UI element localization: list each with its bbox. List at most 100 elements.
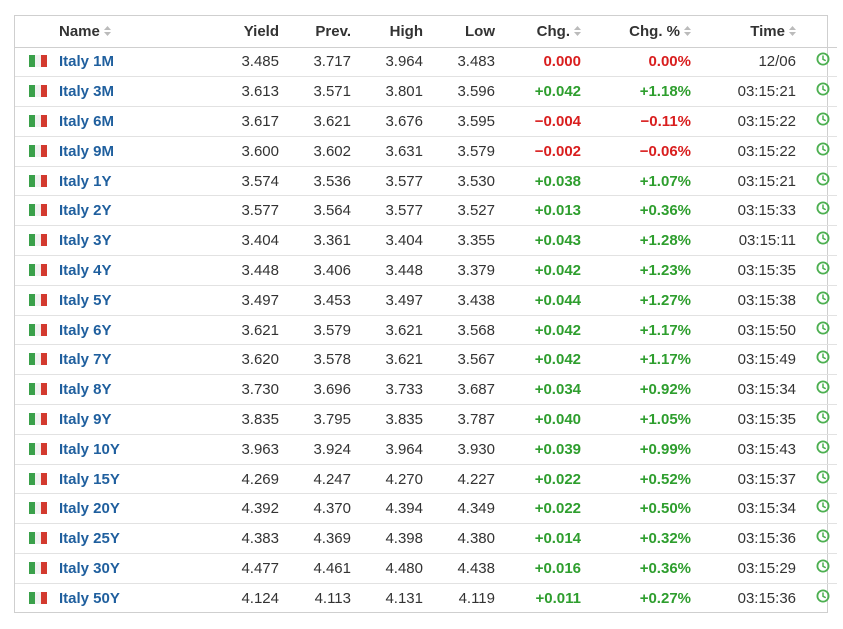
prev-cell: 3.621 — [313, 112, 351, 130]
table-row[interactable]: Italy 9Y 3.835 3.795 3.835 3.787 +0.040 +1.05%… — [15, 405, 837, 435]
sort-arrows-icon[interactable] — [684, 25, 691, 36]
yield-cell: 3.730 — [241, 381, 279, 399]
italy-flag-icon — [29, 412, 47, 425]
bond-name-cell: Italy 9M — [51, 136, 209, 166]
clock-icon — [816, 499, 830, 513]
low-cell: 4.380 — [457, 530, 495, 548]
bond-name-link[interactable]: Italy 1M — [59, 53, 115, 71]
chg-cell: +0.016 — [534, 559, 581, 577]
clock-icon — [816, 589, 830, 603]
italy-flag-icon — [29, 85, 47, 98]
bond-name-link[interactable]: Italy 3Y — [59, 232, 112, 250]
header-flag-col — [15, 16, 51, 48]
yield-cell: 3.485 — [241, 53, 279, 71]
low-cell: 4.119 — [458, 589, 495, 607]
header-high[interactable]: High — [351, 16, 423, 48]
high-cell: 3.733 — [385, 381, 423, 399]
table-row[interactable]: Italy 7Y 3.620 3.578 3.621 3.567 +0.042 +1.17%… — [15, 345, 837, 375]
sort-arrows-icon[interactable] — [103, 25, 111, 36]
italy-flag-icon — [29, 592, 47, 605]
flag-cell — [15, 345, 51, 375]
bond-name-link[interactable]: Italy 5Y — [59, 291, 112, 309]
clock-cell — [796, 434, 837, 464]
time-cell: 03:15:29 — [737, 559, 796, 577]
bond-name-link[interactable]: Italy 9M — [59, 142, 115, 160]
chg-pct-cell: +1.28% — [639, 232, 691, 250]
chg-pct-cell: +1.23% — [639, 261, 691, 279]
flag-cell — [15, 583, 51, 613]
chg-pct-cell: +1.27% — [639, 291, 691, 309]
table-row[interactable]: Italy 8Y 3.730 3.696 3.733 3.687 +0.034 +0.92%… — [15, 375, 837, 405]
time-cell: 03:15:22 — [737, 142, 796, 160]
time-cell: 03:15:36 — [737, 530, 796, 548]
header-name[interactable]: Name — [51, 16, 209, 48]
chg-pct-cell: +0.32% — [639, 530, 691, 548]
clock-cell — [796, 47, 837, 77]
header-chg-pct[interactable]: Chg. % — [581, 16, 691, 48]
bond-name-cell: Italy 8Y — [51, 375, 209, 405]
clock-icon — [816, 291, 830, 305]
chg-cell: +0.014 — [534, 530, 581, 548]
time-cell: 03:15:37 — [737, 470, 796, 488]
table-row[interactable]: Italy 4Y 3.448 3.406 3.448 3.379 +0.042 +1.23%… — [15, 256, 837, 286]
bond-name-link[interactable]: Italy 20Y — [59, 500, 120, 518]
clock-cell — [796, 107, 837, 137]
table-body: Italy 1M 3.485 3.717 3.964 3.483 0.000 0.00% 12… — [15, 47, 837, 613]
table-row[interactable]: Italy 9M 3.600 3.602 3.631 3.579 −0.002 −0.06%… — [15, 136, 837, 167]
header-low[interactable]: Low — [423, 16, 495, 48]
yield-cell: 3.577 — [241, 202, 279, 220]
high-cell: 4.394 — [385, 500, 423, 518]
header-chg[interactable]: Chg. — [495, 16, 581, 48]
table-row[interactable]: Italy 1M 3.485 3.717 3.964 3.483 0.000 0.00% 12… — [15, 47, 837, 77]
bond-name-link[interactable]: Italy 1Y — [59, 172, 112, 190]
sort-arrows-icon[interactable] — [789, 25, 796, 36]
prev-cell: 3.696 — [313, 381, 351, 399]
bond-name-cell: Italy 30Y — [51, 554, 209, 584]
bond-name-link[interactable]: Italy 2Y — [59, 202, 112, 220]
clock-icon — [816, 231, 830, 245]
prev-cell: 3.795 — [313, 410, 351, 428]
table-row[interactable]: Italy 5Y 3.497 3.453 3.497 3.438 +0.044 +1.27%… — [15, 285, 837, 316]
chg-cell: +0.013 — [534, 202, 581, 220]
header-chg-label: Chg. — [536, 22, 570, 40]
bond-name-link[interactable]: Italy 50Y — [59, 589, 120, 607]
bond-name-link[interactable]: Italy 7Y — [59, 351, 112, 369]
header-yield[interactable]: Yield — [209, 16, 279, 48]
bond-name-link[interactable]: Italy 30Y — [59, 559, 120, 577]
flag-cell — [15, 554, 51, 584]
clock-icon — [816, 559, 830, 573]
table-row[interactable]: Italy 50Y 4.124 4.113 4.131 4.119 +0.011 +0.27… — [15, 583, 837, 613]
chg-cell: 0.000 — [543, 53, 581, 71]
flag-cell — [15, 256, 51, 286]
low-cell: 3.438 — [457, 291, 495, 309]
clock-icon — [816, 172, 830, 186]
header-prev[interactable]: Prev. — [279, 16, 351, 48]
bond-name-link[interactable]: Italy 6Y — [59, 321, 112, 339]
time-cell: 03:15:50 — [737, 321, 796, 339]
table-row[interactable]: Italy 3Y 3.404 3.361 3.404 3.355 +0.043 +1.28%… — [15, 226, 837, 256]
bond-name-link[interactable]: Italy 4Y — [59, 261, 112, 279]
bond-name-link[interactable]: Italy 9Y — [59, 410, 112, 428]
table-row[interactable]: Italy 15Y 4.269 4.247 4.270 4.227 +0.022 +0.52… — [15, 464, 837, 494]
table-row[interactable]: Italy 6Y 3.621 3.579 3.621 3.568 +0.042 +1.17%… — [15, 315, 837, 345]
table-row[interactable]: Italy 2Y 3.577 3.564 3.577 3.527 +0.013 +0.36%… — [15, 196, 837, 226]
time-cell: 03:15:21 — [737, 172, 796, 190]
table-row[interactable]: Italy 3M 3.613 3.571 3.801 3.596 +0.042 +1.18%… — [15, 77, 837, 107]
table-row[interactable]: Italy 10Y 3.963 3.924 3.964 3.930 +0.039 +0.99… — [15, 434, 837, 465]
table-row[interactable]: Italy 1Y 3.574 3.536 3.577 3.530 +0.038 +1.07%… — [15, 166, 837, 196]
bond-name-link[interactable]: Italy 15Y — [59, 470, 120, 488]
prev-cell: 4.370 — [313, 500, 351, 518]
table-row[interactable]: Italy 25Y 4.383 4.369 4.398 4.380 +0.014 +0.32… — [15, 524, 837, 554]
table-row[interactable]: Italy 30Y 4.477 4.461 4.480 4.438 +0.016 +0.36… — [15, 554, 837, 584]
table-row[interactable]: Italy 6M 3.617 3.621 3.676 3.595 −0.004 −0.11%… — [15, 107, 837, 137]
yield-cell: 4.392 — [241, 500, 279, 518]
bond-name-link[interactable]: Italy 8Y — [59, 381, 112, 399]
table-row[interactable]: Italy 20Y 4.392 4.370 4.394 4.349 +0.022 +0.50… — [15, 494, 837, 524]
chg-pct-cell: +0.50% — [639, 500, 691, 518]
sort-arrows-icon[interactable] — [574, 25, 581, 36]
bond-name-link[interactable]: Italy 10Y — [59, 440, 120, 458]
header-time[interactable]: Time — [691, 16, 796, 48]
bond-name-link[interactable]: Italy 6M — [59, 112, 115, 130]
bond-name-link[interactable]: Italy 25Y — [59, 530, 120, 548]
bond-name-link[interactable]: Italy 3M — [59, 83, 115, 101]
